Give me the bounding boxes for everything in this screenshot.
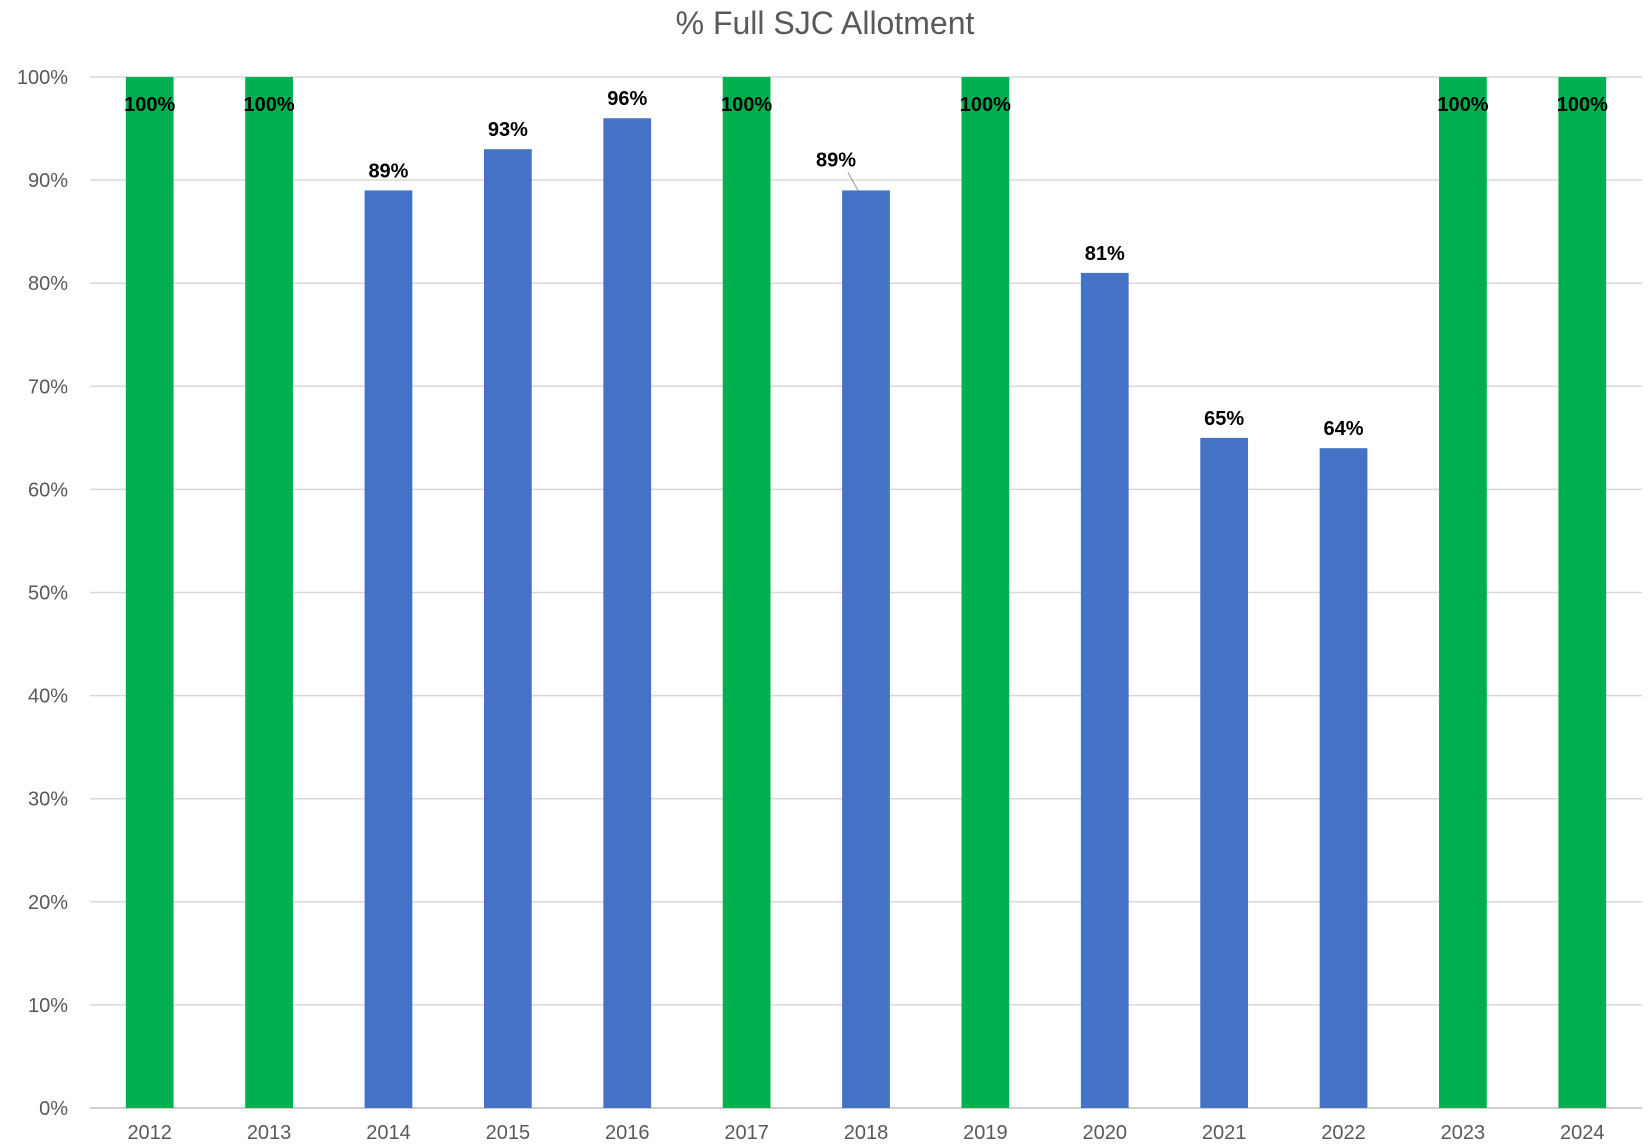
bars <box>125 77 1607 1109</box>
y-tick-label: 70% <box>28 376 68 398</box>
x-tick-label: 2023 <box>1441 1122 1486 1144</box>
y-tick-label: 90% <box>28 170 68 192</box>
x-tick-label: 2015 <box>486 1122 531 1144</box>
data-label: 100% <box>1437 94 1488 116</box>
y-tick-label: 80% <box>28 273 68 295</box>
data-label: 100% <box>960 94 1011 116</box>
data-label: 64% <box>1324 418 1364 440</box>
x-tick-label: 2021 <box>1202 1122 1247 1144</box>
x-tick-label: 2017 <box>724 1122 769 1144</box>
data-label: 93% <box>488 119 528 141</box>
data-label: 65% <box>1204 408 1244 430</box>
bar-2018 <box>842 190 890 1108</box>
y-tick-label: 100% <box>17 67 68 89</box>
y-tick-label: 0% <box>39 1098 68 1120</box>
bar-2020 <box>1080 272 1129 1108</box>
bar-2023 <box>1439 77 1487 1108</box>
bar-2017 <box>722 77 771 1108</box>
y-tick-label: 10% <box>28 995 68 1017</box>
data-label: 89% <box>816 149 856 171</box>
bar-2015 <box>483 149 532 1109</box>
y-tick-label: 40% <box>28 686 68 708</box>
bar-2021 <box>1200 437 1249 1109</box>
data-label: 100% <box>124 94 175 116</box>
bar-2024 <box>1558 77 1607 1108</box>
x-tick-label: 2013 <box>247 1122 292 1144</box>
data-label: 100% <box>1557 94 1608 116</box>
x-tick-label: 2012 <box>127 1122 172 1144</box>
x-tick-label: 2020 <box>1083 1122 1128 1144</box>
y-tick-label: 30% <box>28 789 68 811</box>
data-label: 96% <box>607 88 647 110</box>
y-tick-label: 60% <box>28 479 68 501</box>
x-tick-label: 2014 <box>366 1122 411 1144</box>
x-tick-label: 2016 <box>605 1122 650 1144</box>
x-tick-label: 2024 <box>1560 1122 1605 1144</box>
bar-2012 <box>125 77 174 1108</box>
x-axis: 2012 2013 2014 2015 2016 2017 2018 2019 2020 2021… <box>127 1122 1604 1144</box>
leader-line <box>847 172 859 191</box>
y-tick-label: 50% <box>28 583 68 605</box>
bar-2019 <box>961 77 1010 1108</box>
x-tick-label: 2018 <box>844 1122 889 1144</box>
bar-2022 <box>1319 448 1368 1108</box>
chart-title: % Full SJC Allotment <box>676 5 975 41</box>
data-label: 100% <box>243 94 294 116</box>
y-tick-label: 20% <box>28 892 68 914</box>
bar-2014 <box>364 190 413 1108</box>
data-label: 81% <box>1085 243 1125 265</box>
bar-2016 <box>603 118 652 1109</box>
data-label: 100% <box>721 94 772 116</box>
data-labels: 100% 100% 89% 93% 96% 100% 89% 100% 81% 65% 64% 100… <box>124 88 1608 440</box>
bar-2013 <box>245 77 293 1108</box>
x-tick-label: 2019 <box>963 1122 1008 1144</box>
data-label: 89% <box>368 160 408 182</box>
x-tick-label: 2022 <box>1321 1122 1366 1144</box>
y-axis: 0% 10% 20% 30% 40% 50% 60% 70% 80% 90% 100% <box>17 67 68 1120</box>
